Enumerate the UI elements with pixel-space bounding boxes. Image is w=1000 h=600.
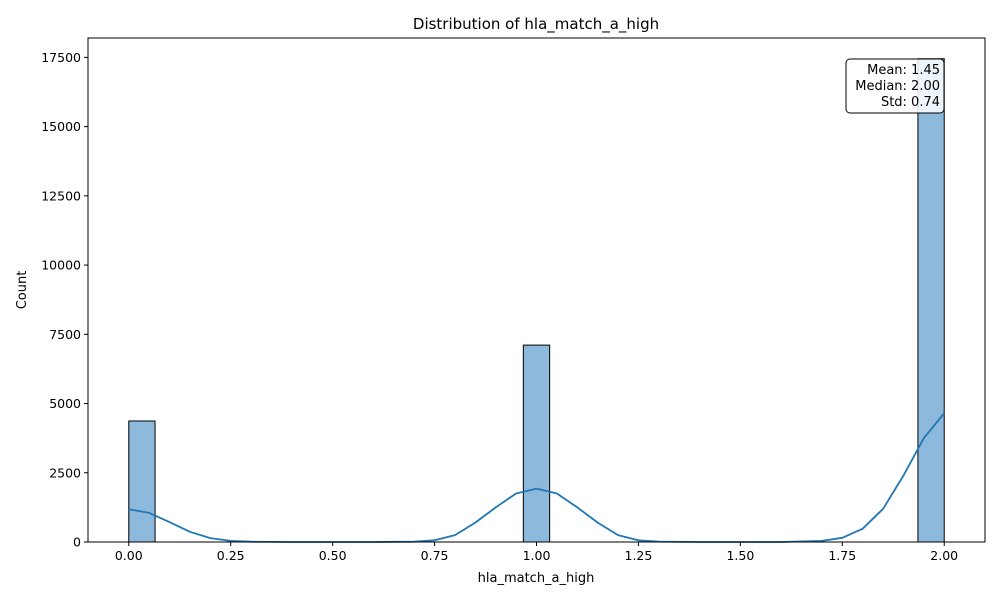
y-tick-label-1: 2500 xyxy=(49,465,81,480)
kde-layer xyxy=(128,412,945,543)
y-axis-ticks: 0 2500 5000 7500 10000 12500 15000 17500 xyxy=(41,50,88,550)
y-tick-label-7: 17500 xyxy=(41,50,81,65)
x-axis-ticks: 0.00 0.25 0.50 0.75 1.00 1.25 1.50 1.75 2.00 xyxy=(115,542,958,563)
x-tick-label-8: 2.00 xyxy=(930,548,958,563)
stats-box: Mean: 1.45 Median: 2.00 Std: 0.74 xyxy=(845,58,945,114)
kde-curve xyxy=(128,412,945,543)
stats-mean: Mean: 1.45 xyxy=(867,63,940,78)
histogram-bar-1 xyxy=(522,344,551,543)
x-tick-label-6: 1.50 xyxy=(726,548,754,563)
stats-box-frame xyxy=(845,58,945,114)
y-tick-label-4: 10000 xyxy=(41,258,81,273)
x-tick-label-4: 1.00 xyxy=(523,548,551,563)
stats-std: Std: 0.74 xyxy=(881,95,940,110)
y-tick-label-6: 15000 xyxy=(41,119,81,134)
y-tick-label-2: 5000 xyxy=(49,396,81,411)
y-tick-label-5: 12500 xyxy=(41,188,81,203)
x-axis-label: hla_match_a_high xyxy=(478,571,595,586)
x-tick-label-3: 0.75 xyxy=(421,548,449,563)
chart-title: Distribution of hla_match_a_high xyxy=(413,15,659,34)
stats-median: Median: 2.00 xyxy=(855,79,940,94)
plot-area xyxy=(128,58,945,543)
x-tick-label-1: 0.25 xyxy=(217,548,245,563)
histogram-bar-0 xyxy=(128,420,156,543)
y-tick-label-0: 0 xyxy=(73,535,81,550)
x-tick-label-5: 1.25 xyxy=(625,548,653,563)
x-tick-label-2: 0.50 xyxy=(319,548,347,563)
histogram-bar-2 xyxy=(917,58,945,543)
y-axis-label: Count xyxy=(15,271,30,310)
x-tick-label-7: 1.75 xyxy=(828,548,856,563)
y-tick-label-3: 7500 xyxy=(49,327,81,342)
x-tick-label-0: 0.00 xyxy=(115,548,143,563)
